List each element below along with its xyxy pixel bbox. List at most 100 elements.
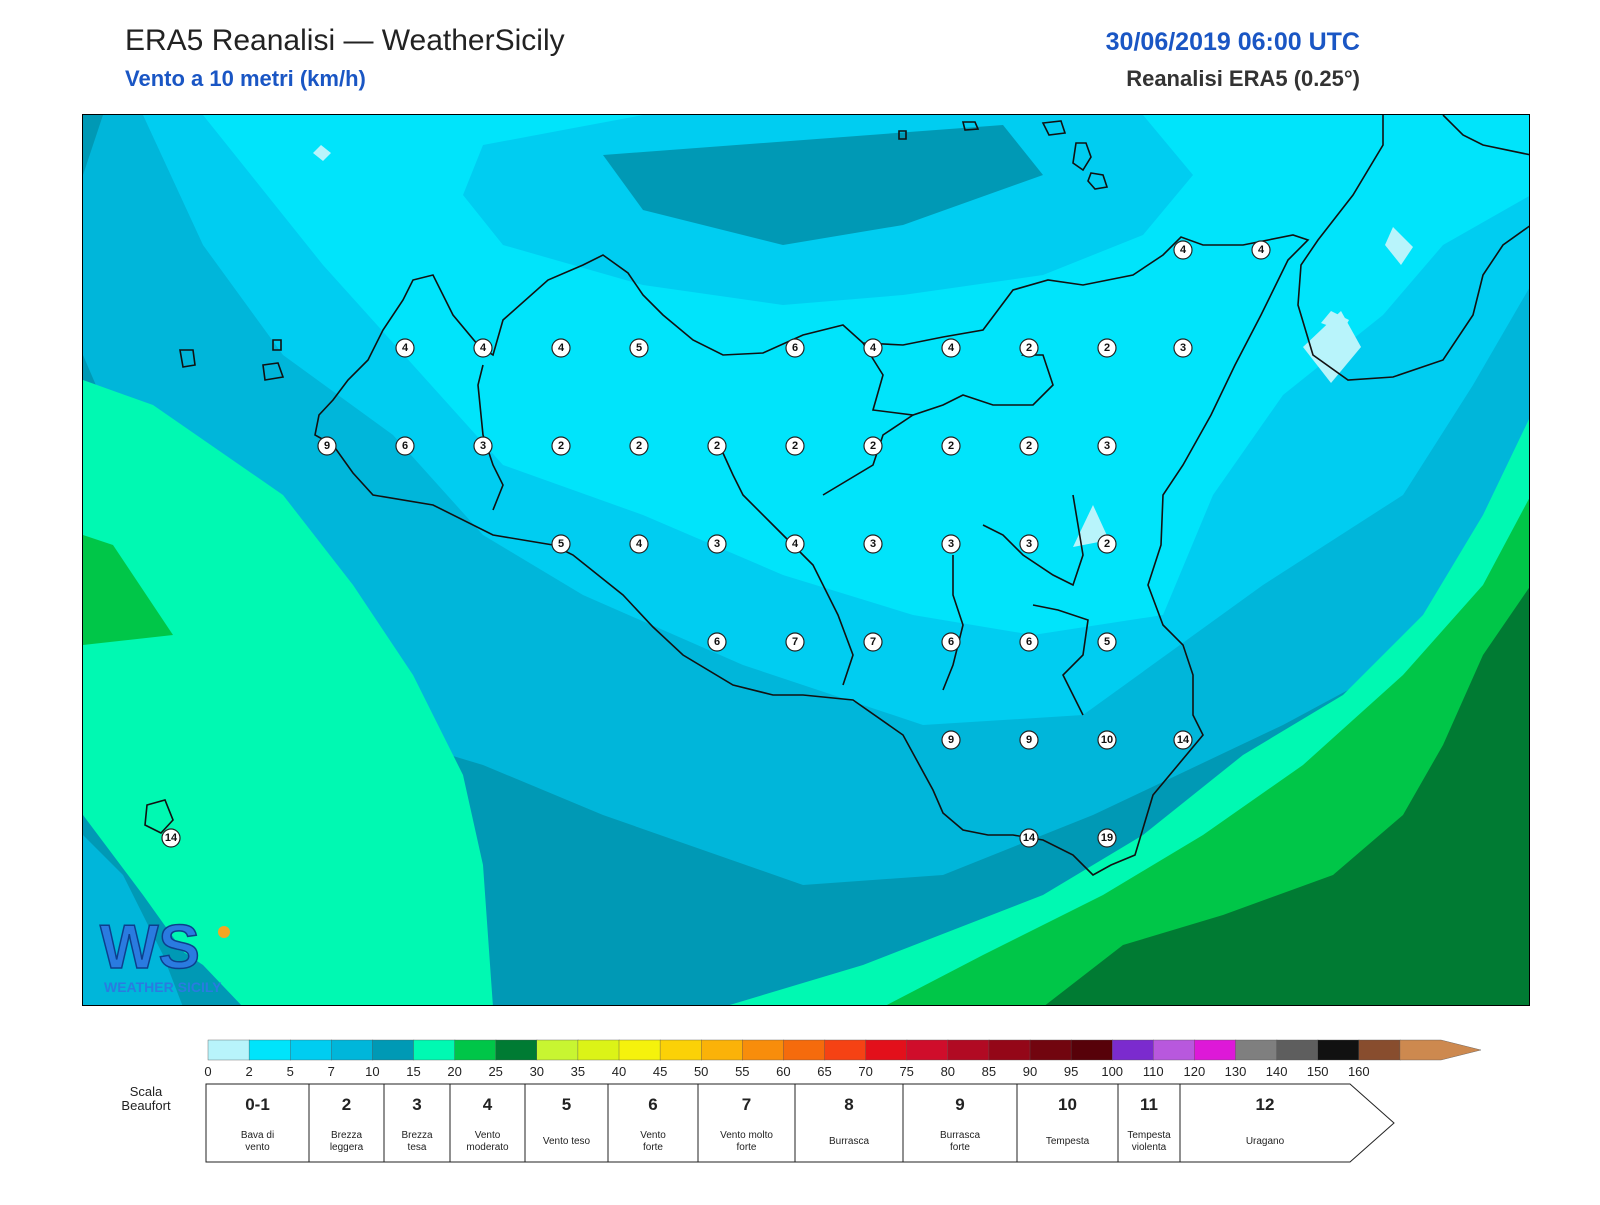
color-bar-segment — [865, 1039, 908, 1061]
color-bar-tick-label: 70 — [858, 1064, 872, 1079]
station-marker: 14 — [1019, 828, 1039, 848]
color-bar-segment — [824, 1039, 867, 1061]
station-marker: 9 — [941, 730, 961, 750]
beaufort-class-name: Tempesta — [1127, 1130, 1171, 1141]
sicily-coastline — [314, 234, 1310, 876]
color-bar-tick-label: 75 — [899, 1064, 913, 1079]
station-marker: 4 — [863, 338, 883, 358]
color-bar-segment — [701, 1039, 744, 1061]
station-marker: 3 — [941, 534, 961, 554]
svg-text:4: 4 — [402, 342, 409, 354]
beaufort-class-name: Vento molto — [720, 1130, 773, 1141]
station-marker: 4 — [941, 338, 961, 358]
svg-text:3: 3 — [948, 538, 954, 550]
station-marker: 4 — [785, 534, 805, 554]
color-bar-segment — [618, 1039, 661, 1061]
beaufort-class-number: 7 — [742, 1095, 751, 1114]
station-marker: 4 — [1251, 240, 1271, 260]
color-bar-tick-label: 35 — [571, 1064, 585, 1079]
svg-text:9: 9 — [1026, 734, 1032, 746]
beaufort-class-number: 8 — [844, 1095, 853, 1114]
color-bar-tick-label: 100 — [1101, 1064, 1123, 1079]
color-bar-tick-label: 130 — [1225, 1064, 1247, 1079]
color-bar-segment — [1111, 1039, 1154, 1061]
salina-island — [1087, 172, 1109, 190]
color-bar-tick-label: 0 — [204, 1064, 211, 1079]
forecast-datetime: 30/06/2019 06:00 UTC — [1105, 28, 1360, 56]
province-border-2 — [722, 452, 854, 686]
color-bar-tick-label: 160 — [1348, 1064, 1370, 1079]
svg-text:WS: WS — [100, 913, 200, 982]
beaufort-class-name: Bava di — [241, 1130, 274, 1141]
color-bar-segment — [1070, 1039, 1113, 1061]
color-bar-tick-label: 45 — [653, 1064, 667, 1079]
beaufort-label-line1: Scala — [130, 1084, 163, 1099]
svg-text:4: 4 — [948, 342, 955, 354]
beaufort-class-box — [1179, 1083, 1395, 1163]
station-marker: 7 — [785, 632, 805, 652]
color-bar-tick-label: 30 — [530, 1064, 544, 1079]
color-bar-segment — [988, 1039, 1031, 1061]
wind-calm-3 — [1385, 227, 1413, 265]
color-bar-tick-label: 50 — [694, 1064, 708, 1079]
station-marker: 2 — [551, 436, 571, 456]
color-bar-segment — [207, 1039, 250, 1061]
color-bar-tick-label: 90 — [1023, 1064, 1037, 1079]
beaufort-class-name: Vento teso — [543, 1136, 591, 1147]
beaufort-class-name: Brezza — [331, 1130, 363, 1141]
station-marker: 6 — [395, 436, 415, 456]
color-bar-segment — [248, 1039, 291, 1061]
color-bar-segment — [1029, 1039, 1072, 1061]
svg-text:3: 3 — [480, 440, 486, 452]
beaufort-class-number: 11 — [1140, 1095, 1158, 1114]
station-marker: 2 — [707, 436, 727, 456]
wind-calm-5 — [1073, 505, 1109, 547]
color-bar-tick-label: 2 — [245, 1064, 252, 1079]
svg-text:7: 7 — [870, 636, 876, 648]
station-marker: 4 — [1173, 240, 1193, 260]
station-marker: 4 — [629, 534, 649, 554]
beaufort-class-name: Burrasca — [940, 1130, 980, 1141]
color-bar-segment — [372, 1039, 415, 1061]
alicudi-island — [961, 121, 980, 131]
wind-band-15-20-west — [83, 380, 493, 1005]
station-markers: 4 4 4 4 4 5 6 4 4 2 2 3 9 6 3 2 2 2 2 2 … — [161, 240, 1271, 848]
beaufort-class-name: leggera — [330, 1142, 364, 1153]
station-marker: 3 — [1019, 534, 1039, 554]
color-bar-tick-label: 120 — [1184, 1064, 1206, 1079]
beaufort-class-number: 12 — [1256, 1095, 1275, 1114]
station-marker: 4 — [395, 338, 415, 358]
province-border-3 — [862, 342, 1054, 416]
color-bar-tick-label: 110 — [1143, 1064, 1164, 1079]
color-bar-segment — [947, 1039, 990, 1061]
beaufort-class: 5 Vento teso — [524, 1083, 609, 1163]
color-bar-segment — [495, 1039, 538, 1061]
beaufort-class-box — [383, 1083, 451, 1163]
svg-text:5: 5 — [636, 342, 642, 354]
station-marker: 19 — [1097, 828, 1117, 848]
color-bar-segment — [1317, 1039, 1360, 1061]
color-bar-segment — [536, 1039, 579, 1061]
color-bar-tick-label: 15 — [406, 1064, 420, 1079]
station-marker: 2 — [629, 436, 649, 456]
beaufort-label-line2: Beaufort — [121, 1098, 171, 1113]
egadi-island-2 — [262, 362, 285, 381]
map-title: ERA5 Reanalisi — WeatherSicily — [125, 24, 565, 57]
svg-text:5: 5 — [1104, 636, 1110, 648]
beaufort-class-name: Uragano — [1246, 1136, 1285, 1147]
color-bar-ticks: 0 2 5 7 10 15 20 25 30 35 40 45 50 55 60 65 70 75 80 85 90 95… — [204, 1064, 1369, 1079]
station-marker: 14 — [1173, 730, 1193, 750]
calabria-tip — [1442, 115, 1529, 156]
color-bar-tick-label: 60 — [776, 1064, 790, 1079]
color-bar-segment — [1153, 1039, 1196, 1061]
station-marker: 2 — [785, 436, 805, 456]
color-bar-segment — [413, 1039, 456, 1061]
svg-text:4: 4 — [1258, 244, 1265, 256]
svg-text:9: 9 — [324, 440, 330, 452]
beaufort-class-box — [794, 1083, 904, 1163]
beaufort-class: 8 Burrasca — [794, 1083, 904, 1163]
beaufort-class-number: 5 — [562, 1095, 571, 1114]
color-bar-segment — [1235, 1039, 1278, 1061]
beaufort-class-name: forte — [950, 1142, 970, 1153]
